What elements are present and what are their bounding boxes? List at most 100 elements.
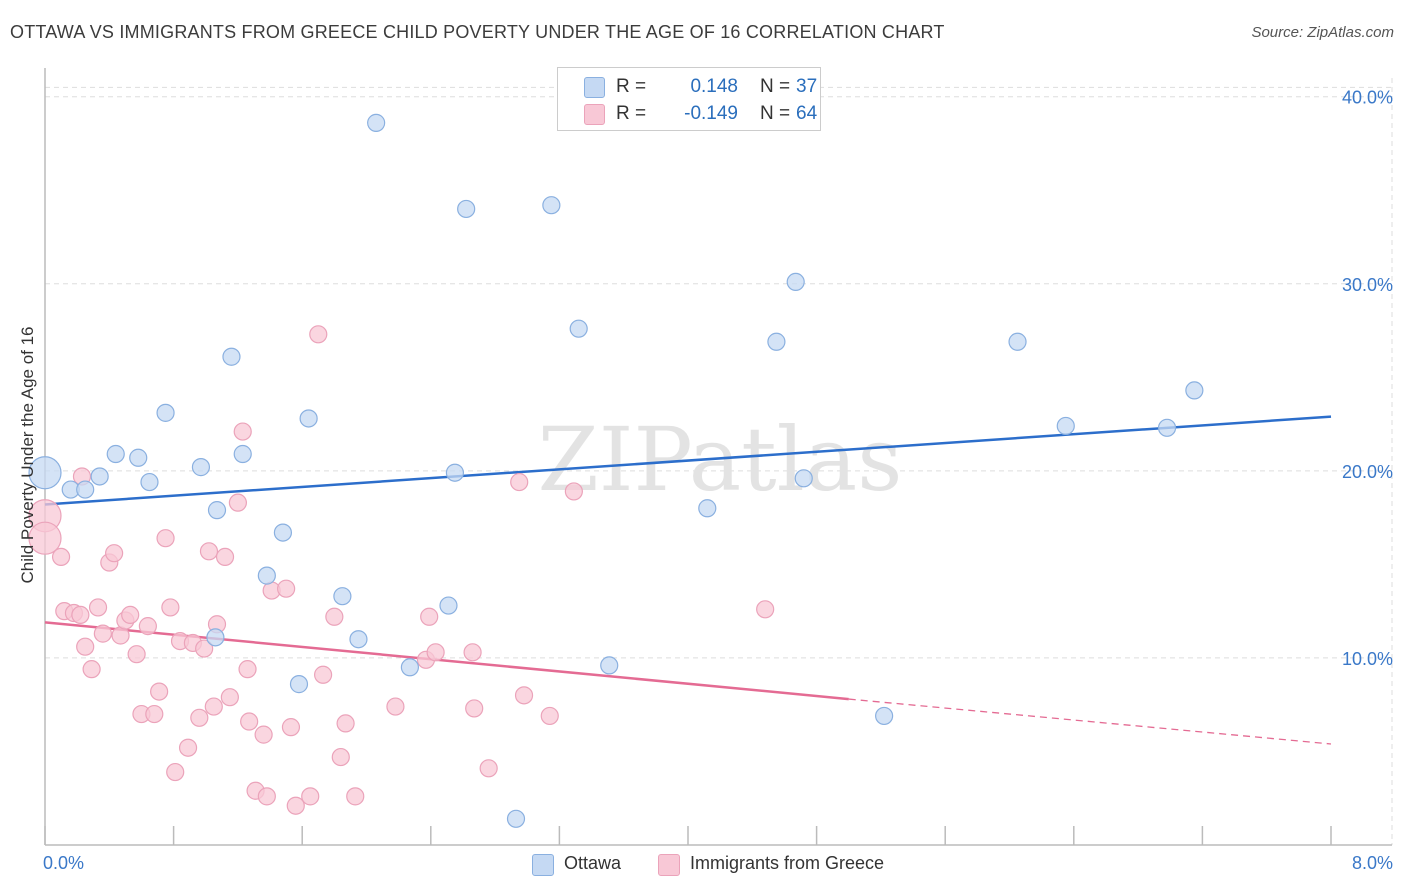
ottawa-point [273, 523, 293, 542]
greece-point [161, 598, 180, 617]
greece-point [204, 697, 223, 716]
greece-point [240, 712, 259, 731]
ottawa-point [506, 809, 526, 828]
greece-point [286, 796, 305, 815]
greece-point [756, 600, 775, 619]
legend-r-label: R = [616, 76, 647, 97]
ottawa-point [76, 480, 95, 499]
ottawa-point [191, 458, 211, 477]
greece-legend-swatch [658, 854, 680, 876]
greece-point [346, 787, 365, 806]
y-axis-label: Child Poverty Under the Age of 16 [18, 326, 37, 584]
greece-point [71, 605, 90, 625]
tick-labels: 10.0% 20.0% 30.0% 40.0% 0.0% 8.0% [43, 88, 1393, 873]
y-tick-label: 10.0% [1342, 649, 1393, 669]
ottawa-point [875, 706, 894, 726]
greece-point [166, 762, 185, 782]
greece-point [138, 617, 157, 636]
ottawa-point [786, 272, 805, 292]
axis-layer [44, 68, 1392, 846]
greece-point [199, 542, 219, 561]
greece-point [254, 725, 273, 744]
ottawa-point [794, 469, 813, 488]
greece-point [93, 624, 112, 643]
points-layer [28, 113, 1204, 828]
greece-point [420, 607, 439, 626]
greece-point [150, 682, 169, 701]
ottawa-point [600, 656, 619, 675]
ottawa-point [457, 199, 476, 219]
ottawa-point [1157, 418, 1177, 437]
greece-point [386, 697, 405, 716]
ottawa-point [349, 630, 368, 649]
source-credit: Source: ZipAtlas.com [1251, 24, 1394, 41]
chart-title: OTTAWA VS IMMIGRANTS FROM GREECE CHILD P… [10, 22, 945, 42]
ottawa-point [439, 596, 458, 615]
ottawa-legend-swatch [532, 854, 554, 876]
legend-r-value: -0.149 [684, 103, 738, 124]
legend-n-label: N = [760, 103, 791, 124]
x-tick-label: 8.0% [1352, 853, 1393, 873]
ottawa-point [206, 628, 225, 647]
greece-point [281, 718, 301, 737]
legend-n-label: N = [760, 76, 791, 97]
greece-point [190, 708, 209, 727]
greece-point [105, 544, 124, 563]
x-tick-label: 0.0% [43, 853, 84, 873]
greece-point [463, 643, 482, 662]
greece-swatch [584, 104, 605, 125]
ottawa-point [289, 675, 309, 694]
greece-point [88, 598, 108, 617]
greece-point [51, 547, 71, 567]
ottawa-point [299, 409, 318, 428]
ottawa-point [1008, 332, 1027, 351]
greece-trend-extension [848, 698, 1332, 745]
greece-point [336, 714, 355, 733]
greece-point [479, 759, 498, 778]
greece-point [82, 660, 101, 679]
ottawa-point [257, 566, 276, 585]
grid-layer [45, 78, 1393, 845]
legend-n-value: 37 [796, 76, 818, 97]
ottawa-point [156, 403, 175, 422]
greece-point [145, 704, 164, 724]
ottawa-point [1056, 416, 1075, 436]
y-tick-label: 30.0% [1342, 275, 1393, 295]
greece-point [465, 699, 484, 718]
greece-point [510, 472, 529, 492]
ottawa-point [222, 347, 241, 366]
greece-point [514, 686, 534, 705]
y-tick-label: 20.0% [1342, 462, 1393, 482]
greece-point [564, 482, 583, 501]
legend-r-value: 0.148 [690, 76, 738, 97]
legend-n-value: 64 [796, 103, 818, 124]
greece-point [127, 645, 146, 664]
greece-point [325, 607, 344, 626]
ottawa-point [698, 499, 717, 518]
greece-point [76, 637, 95, 656]
ottawa-point [129, 448, 148, 467]
greece-point [121, 605, 140, 625]
ottawa-point [90, 467, 109, 486]
greece-point [331, 747, 350, 767]
ottawa-point [569, 319, 588, 338]
ottawa-point [542, 196, 561, 215]
ottawa-point [400, 658, 420, 677]
ottawa-point [333, 587, 352, 606]
greece-point [277, 579, 296, 598]
greece-point [238, 660, 257, 679]
ottawa-point [28, 456, 62, 490]
greece-legend-label: Immigrants from Greece [690, 853, 885, 873]
ottawa-legend-label: Ottawa [564, 853, 622, 873]
greece-point [540, 706, 559, 726]
ottawa-point [106, 444, 125, 464]
legend-r-label: R = [616, 103, 647, 124]
ottawa-point [1185, 381, 1204, 400]
ottawa-point [445, 463, 465, 482]
greece-point [257, 787, 276, 806]
greece-point [228, 493, 247, 512]
greece-point [156, 529, 175, 548]
greece-point [233, 422, 252, 441]
ottawa-point [233, 444, 252, 464]
